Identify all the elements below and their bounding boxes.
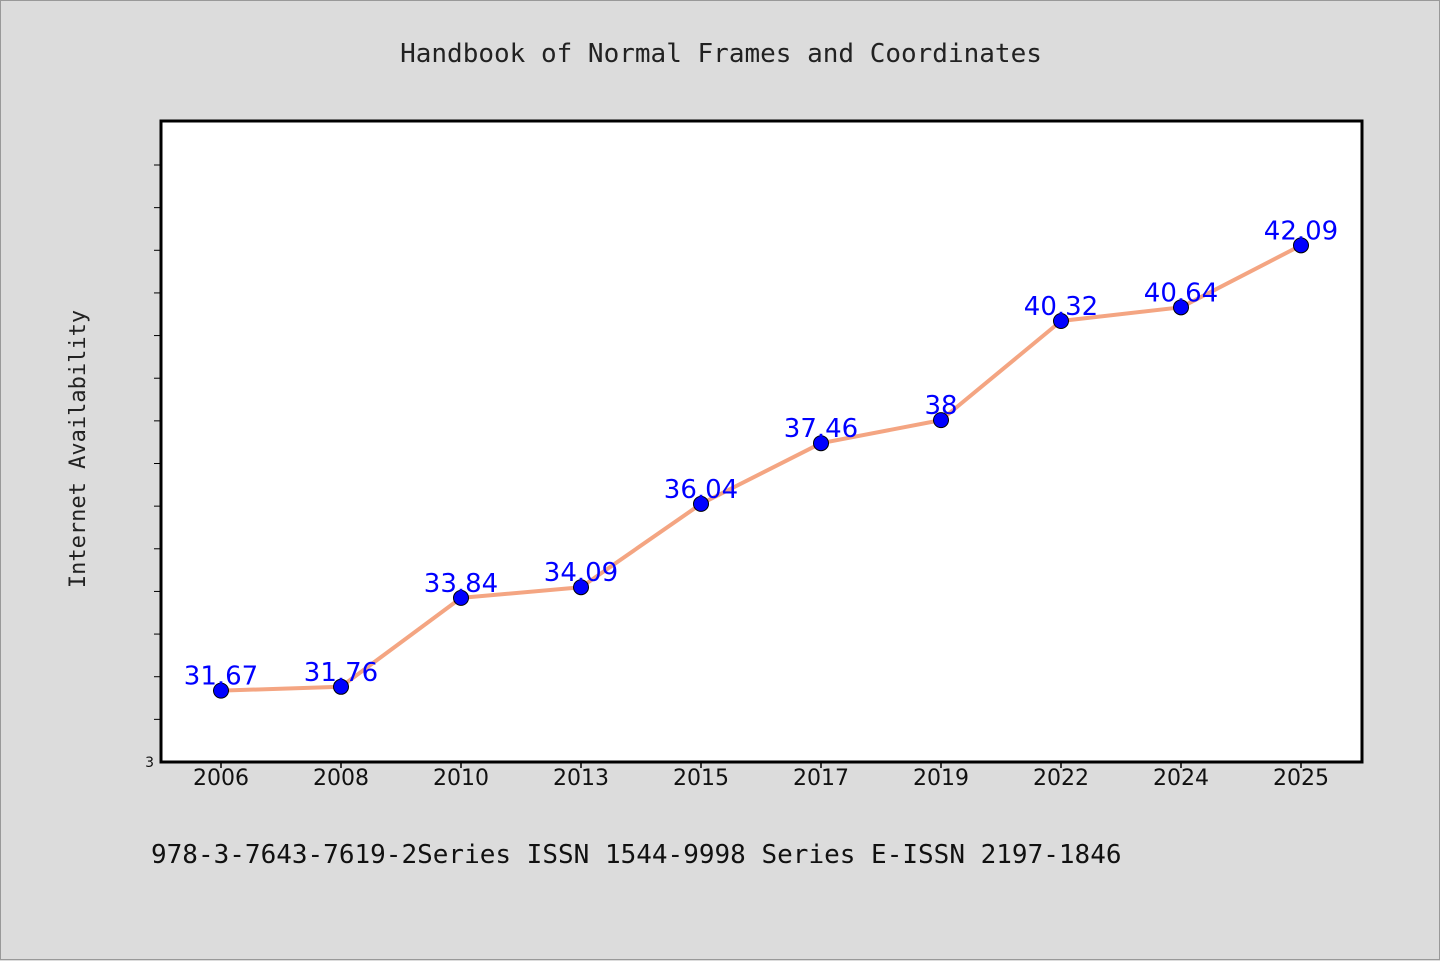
- data-label: 37.46: [784, 414, 858, 444]
- data-point: [813, 435, 829, 452]
- x-tick-label: 2025: [1273, 766, 1329, 791]
- plot-area: [159, 119, 1364, 764]
- data-point: [333, 678, 349, 695]
- x-tick-label: 2010: [433, 766, 489, 791]
- data-point: [933, 412, 949, 429]
- data-point: [573, 579, 589, 596]
- y-tick-label: 3: [145, 755, 154, 771]
- data-label: 36.04: [664, 475, 738, 505]
- footer-isbn-text: 978-3-7643-7619-2Series ISSN 1544-9998 S…: [151, 840, 1122, 870]
- data-label: 31.76: [304, 658, 378, 688]
- x-tick-label: 2019: [913, 766, 969, 791]
- data-label: 40.64: [1144, 278, 1218, 308]
- series-line: [219, 243, 1303, 693]
- y-axis-label: Internet Availability: [66, 310, 91, 588]
- data-label: 38: [924, 391, 957, 421]
- y-axis-ticks: [154, 164, 161, 720]
- data-label: 42.09: [1264, 216, 1338, 246]
- data-markers: [213, 237, 1309, 699]
- x-tick-label: 2008: [313, 766, 369, 791]
- data-label: 40.32: [1024, 292, 1098, 322]
- data-point: [693, 495, 709, 512]
- data-point: [1293, 237, 1309, 254]
- data-point: [1173, 299, 1189, 316]
- x-tick-label: 2006: [193, 766, 249, 791]
- data-label: 33.84: [424, 569, 498, 599]
- x-tick-label: 2013: [553, 766, 609, 791]
- data-label: 31.67: [184, 662, 258, 692]
- data-point: [1053, 312, 1069, 329]
- chart-title: Handbook of Normal Frames and Coordinate…: [400, 39, 1042, 69]
- data-label: 34.09: [544, 558, 618, 588]
- x-axis: 2006 2008 2010 2013 2015 2017 2019 2022 2024 2025: [193, 762, 1329, 791]
- x-tick-label: 2024: [1153, 766, 1209, 791]
- series-line-group: [219, 243, 1303, 693]
- x-tick-label: 2015: [673, 766, 729, 791]
- data-point: [213, 682, 229, 699]
- x-tick-label: 2022: [1033, 766, 1089, 791]
- x-tick-label: 2017: [793, 766, 849, 791]
- data-labels: 31.67 31.76 33.84 34.09 36.04 37.46 38 40.32 40.…: [184, 216, 1338, 691]
- data-point: [453, 589, 469, 606]
